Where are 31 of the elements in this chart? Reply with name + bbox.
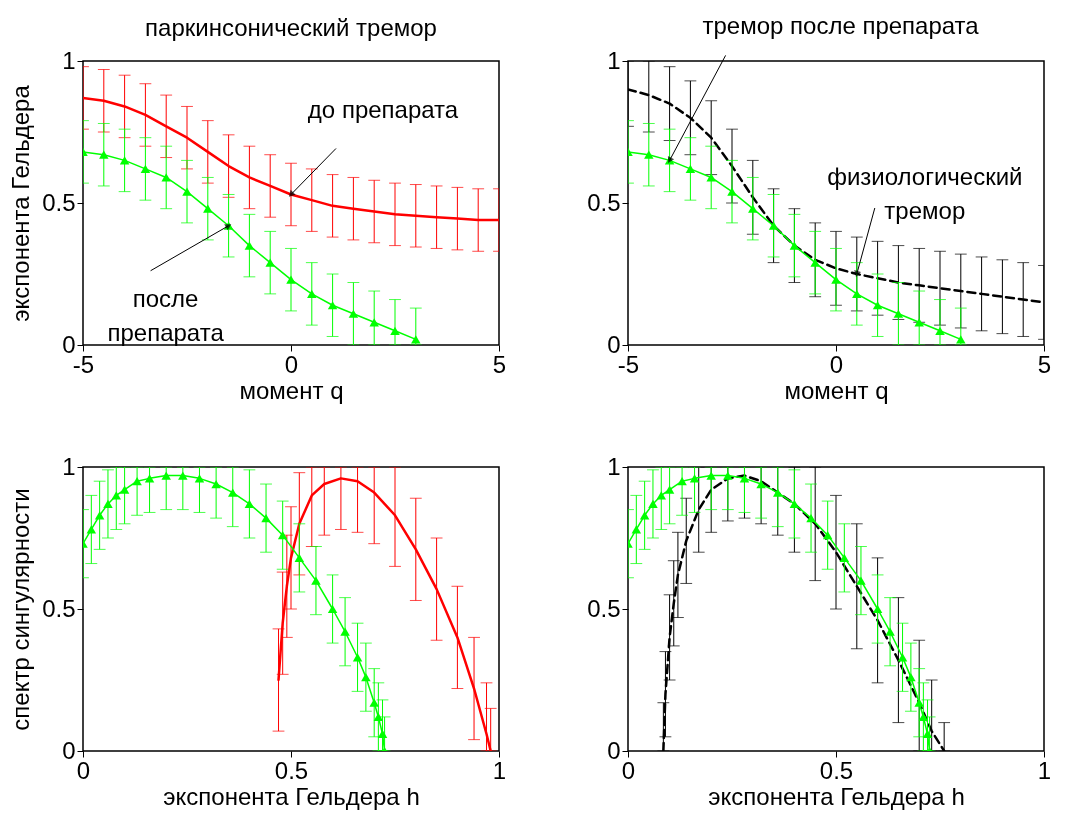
y-axis-title: спектр сингулярности [7, 488, 35, 731]
y-tick-label: 0.5 [42, 188, 76, 216]
y-tick-label: 0 [62, 330, 76, 358]
x-tick-label: 1 [1037, 756, 1052, 784]
y-tick-label: 1 [62, 452, 76, 480]
x-tick-label: 1 [492, 756, 507, 784]
y-axis-title: экспонента Гельдера [7, 84, 35, 322]
x-tick-label: 0.5 [274, 756, 309, 784]
y-tick-label: 1 [607, 46, 621, 74]
x-axis-title: экспонента Гельдера h [163, 782, 420, 810]
annotation: после препарата [107, 284, 225, 346]
y-tick-label: 0.5 [42, 594, 76, 622]
y-tick-label: 0 [62, 736, 76, 764]
y-tick-label: 0.5 [587, 594, 621, 622]
x-tick-label: 5 [492, 350, 507, 378]
chart-title: паркинсонический тремор [145, 14, 437, 41]
x-tick-label: 5 [1037, 350, 1052, 378]
y-tick-label: 1 [62, 46, 76, 74]
y-tick-label: 1 [607, 452, 621, 480]
x-axis-title: момент q [784, 376, 889, 404]
x-tick-label: 0 [284, 350, 299, 378]
y-tick-label: 0.5 [587, 188, 621, 216]
x-tick-label: 0 [829, 350, 844, 378]
y-tick-label: 0 [607, 736, 621, 764]
x-tick-label: 0.5 [819, 756, 854, 784]
x-axis-title: экспонента Гельдера h [708, 782, 965, 810]
y-tick-label: 0 [607, 330, 621, 358]
x-axis-title: момент q [239, 376, 344, 404]
annotation: тремор после препарата [702, 12, 980, 40]
annotation: физиологический тремор [827, 163, 1023, 224]
annotation: до препарата [307, 96, 459, 124]
